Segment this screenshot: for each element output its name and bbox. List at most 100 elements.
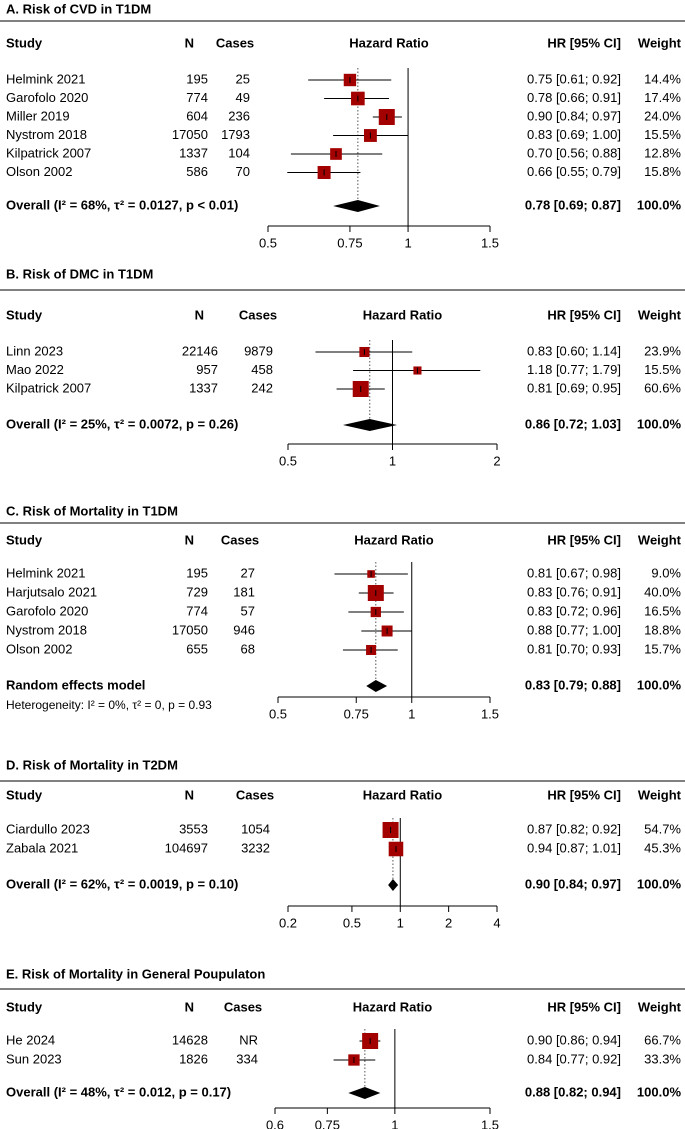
panel-title: A. Risk of CVD in T1DM [6, 1, 151, 16]
header-weight: Weight [638, 532, 682, 547]
overall-ci: 0.86 [0.72; 1.03] [525, 416, 621, 431]
x-tick-label: 0.5 [269, 706, 287, 721]
overall-diamond [388, 879, 399, 891]
study-cases: 334 [236, 1051, 258, 1066]
study-n: 957 [196, 362, 218, 377]
study-n: 17050 [172, 622, 208, 637]
study-name: Olson 2002 [6, 641, 73, 656]
study-cases: 57 [241, 603, 255, 618]
x-tick-label: 1 [397, 915, 404, 930]
x-tick-label: 0.5 [343, 915, 361, 930]
overall-label: Overall (I² = 48%, τ² = 0.012, p = 0.17) [6, 1084, 231, 1099]
header-effect: Hazard Ratio [363, 787, 443, 802]
header-study: Study [6, 532, 43, 547]
study-ci: 0.87 [0.82; 0.92] [527, 821, 621, 836]
study-ci: 0.83 [0.60; 1.14] [527, 343, 621, 358]
overall-weight: 100.0% [637, 197, 682, 212]
study-cases: 9879 [244, 343, 273, 358]
header-n: N [185, 787, 194, 802]
study-weight: 45.3% [644, 840, 681, 855]
overall-diamond [366, 680, 388, 692]
x-tick-label: 2 [493, 453, 500, 468]
header-ci: HR [95% CI] [547, 35, 621, 50]
x-tick-label: 0.75 [315, 1117, 340, 1129]
study-name: Olson 2002 [6, 164, 73, 179]
study-cases: 68 [241, 641, 255, 656]
study-n: 22146 [182, 343, 218, 358]
study-name: Harjutsalo 2021 [6, 584, 97, 599]
overall-ci: 0.88 [0.82; 0.94] [525, 1084, 621, 1099]
study-ci: 0.84 [0.77; 0.92] [527, 1051, 621, 1066]
study-ci: 0.94 [0.87; 1.01] [527, 840, 621, 855]
study-cases: 27 [241, 565, 255, 580]
x-tick-label: 1 [391, 1117, 398, 1129]
study-ci: 0.78 [0.66; 0.91] [527, 90, 621, 105]
study-name: Ciardullo 2023 [6, 821, 90, 836]
x-tick-label: 1 [408, 706, 415, 721]
study-weight: 18.8% [644, 622, 681, 637]
panel-title: E. Risk of Mortality in General Poupulat… [6, 966, 265, 981]
panel-title: D. Risk of Mortality in T2DM [6, 757, 178, 772]
study-n: 586 [186, 164, 208, 179]
study-n: 1826 [179, 1051, 208, 1066]
study-ci: 0.70 [0.56; 0.88] [527, 145, 621, 160]
overall-diamond [348, 1087, 381, 1099]
overall-diamond [333, 200, 380, 212]
study-n: 17050 [172, 127, 208, 142]
study-weight: 15.8% [644, 164, 681, 179]
header-n: N [195, 307, 204, 322]
study-weight: 15.5% [644, 362, 681, 377]
study-weight: 9.0% [651, 565, 681, 580]
overall-label: Random effects model [6, 677, 145, 692]
study-ci: 0.81 [0.69; 0.95] [527, 380, 621, 395]
x-tick-label: 0.6 [266, 1117, 284, 1129]
study-ci: 0.81 [0.70; 0.93] [527, 641, 621, 656]
study-n: 774 [186, 90, 208, 105]
study-ci: 0.83 [0.69; 1.00] [527, 127, 621, 142]
study-name: Mao 2022 [6, 362, 64, 377]
study-n: 195 [186, 565, 208, 580]
x-tick-label: 2 [445, 915, 452, 930]
study-weight: 24.0% [644, 108, 681, 123]
study-name: Kilpatrick 2007 [6, 145, 91, 160]
panel-title: B. Risk of DMC in T1DM [6, 266, 153, 281]
header-n: N [185, 999, 194, 1014]
header-ci: HR [95% CI] [547, 532, 621, 547]
study-weight: 16.5% [644, 603, 681, 618]
header-weight: Weight [638, 999, 682, 1014]
study-ci: 0.66 [0.55; 0.79] [527, 164, 621, 179]
study-weight: 14.4% [644, 71, 681, 86]
study-cases: NR [239, 1032, 258, 1047]
x-tick-label: 0.5 [259, 235, 277, 250]
study-name: Zabala 2021 [6, 840, 78, 855]
header-study: Study [6, 999, 43, 1014]
study-weight: 60.6% [644, 380, 681, 395]
overall-label: Overall (I² = 25%, τ² = 0.0072, p = 0.26… [6, 416, 238, 431]
study-cases: 104 [228, 145, 250, 160]
study-ci: 1.18 [0.77; 1.79] [527, 362, 621, 377]
study-name: Garofolo 2020 [6, 603, 88, 618]
panel-title: C. Risk of Mortality in T1DM [6, 503, 178, 518]
study-cases: 181 [233, 584, 255, 599]
study-name: Sun 2023 [6, 1051, 62, 1066]
header-weight: Weight [638, 307, 682, 322]
overall-weight: 100.0% [637, 416, 682, 431]
study-weight: 23.9% [644, 343, 681, 358]
study-name: He 2024 [6, 1032, 55, 1047]
overall-ci: 0.90 [0.84; 0.97] [525, 876, 621, 891]
study-weight: 40.0% [644, 584, 681, 599]
header-cases: Cases [236, 787, 274, 802]
study-n: 1337 [179, 145, 208, 160]
x-tick-label: 0.5 [279, 453, 297, 468]
study-ci: 0.90 [0.84; 0.97] [527, 108, 621, 123]
study-cases: 70 [236, 164, 250, 179]
study-cases: 1054 [241, 821, 270, 836]
study-n: 3553 [179, 821, 208, 836]
header-cases: Cases [224, 999, 262, 1014]
x-tick-label: 0.75 [344, 706, 369, 721]
study-n: 604 [186, 108, 208, 123]
header-effect: Hazard Ratio [349, 35, 429, 50]
study-weight: 33.3% [644, 1051, 681, 1066]
header-cases: Cases [239, 307, 277, 322]
